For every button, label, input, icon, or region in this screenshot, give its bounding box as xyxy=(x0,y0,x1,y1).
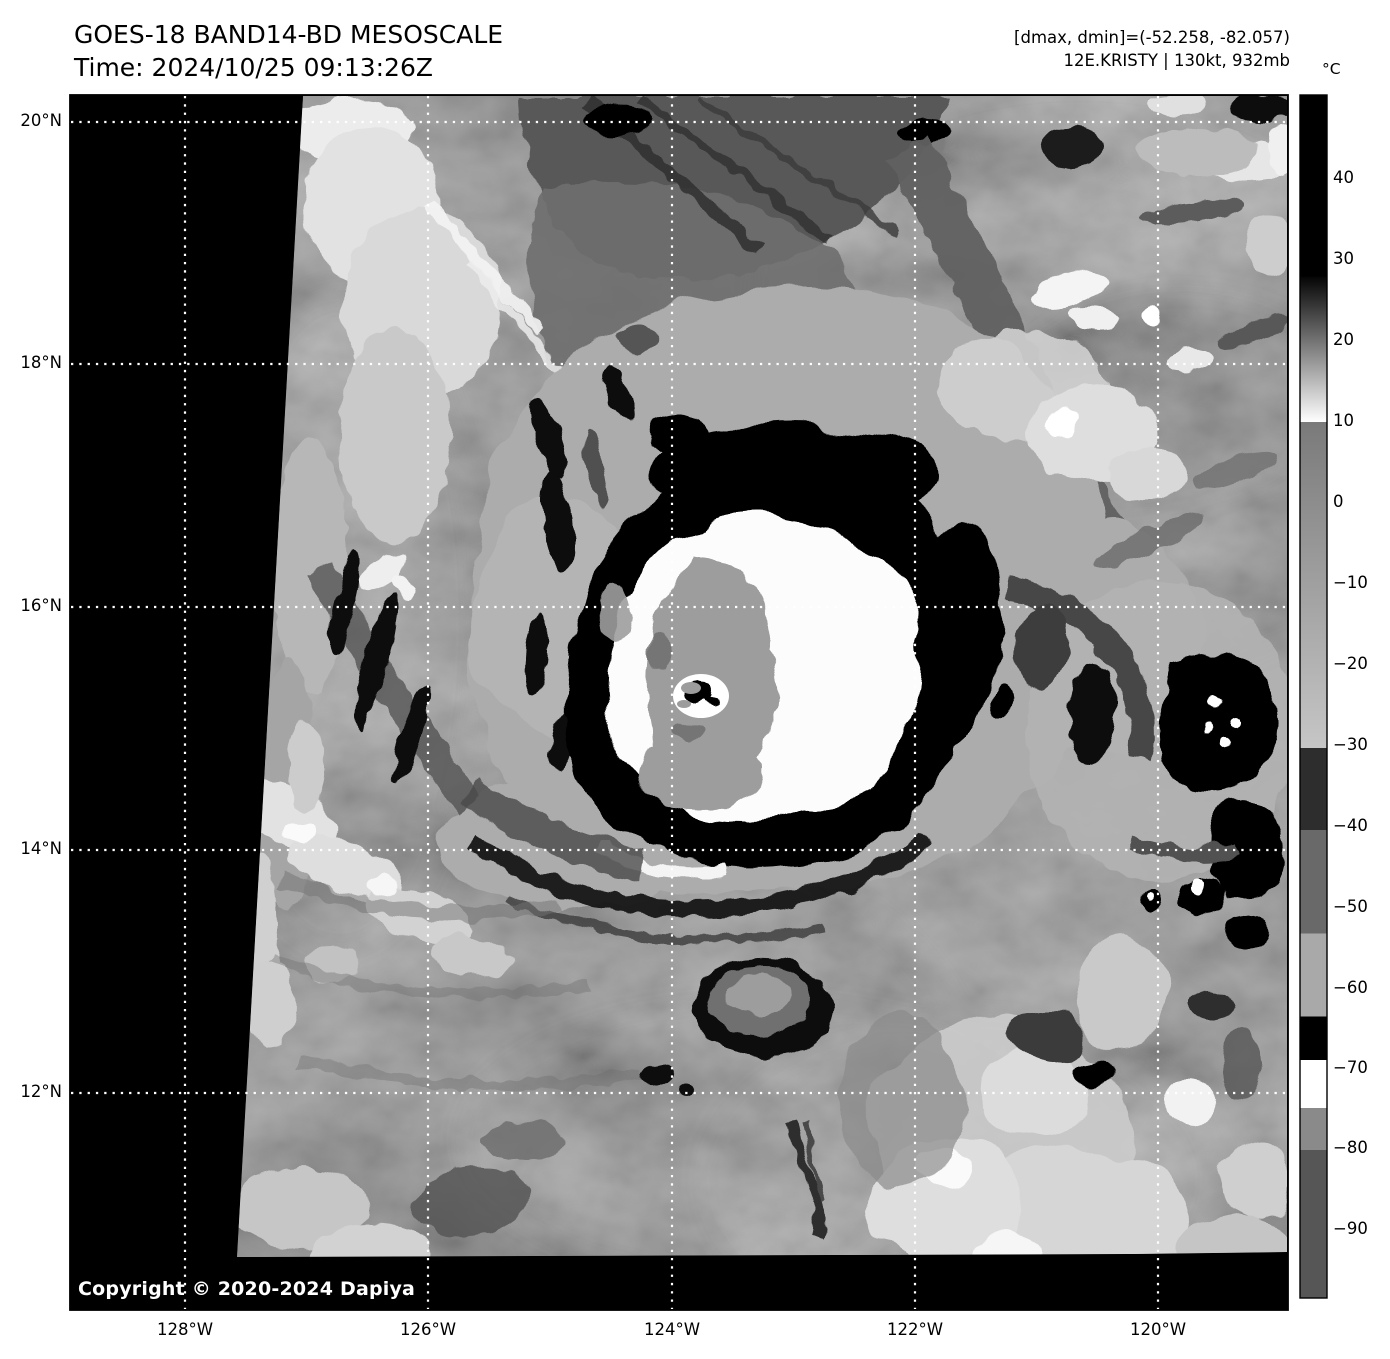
lon-tick-label: 124°W xyxy=(643,1320,701,1339)
east-convective-cluster xyxy=(1005,576,1287,949)
southeast-bright-field xyxy=(840,934,1287,1257)
header: GOES-18 BAND14-BD MESOSCALE Time: 2024/10… xyxy=(74,18,503,84)
lat-tick-label: 18°N xyxy=(20,353,62,372)
colorbar-tick-label: −50 xyxy=(1333,897,1368,916)
lon-tick-label: 126°W xyxy=(399,1320,457,1339)
hurricane-eye xyxy=(673,674,729,718)
lon-tick-label: 120°W xyxy=(1129,1320,1187,1339)
graticule xyxy=(71,96,1287,1309)
south-features xyxy=(237,873,834,1257)
colorbar-tick-label: −70 xyxy=(1333,1058,1368,1077)
colorbar-tick-label: −20 xyxy=(1333,654,1368,673)
colorbar-tick-label: 0 xyxy=(1333,492,1344,511)
northeast-cloud-field xyxy=(937,96,1287,567)
satellite-scene xyxy=(237,96,1287,1257)
colorbar-tick-label: −40 xyxy=(1333,816,1368,835)
lat-tick-label: 16°N xyxy=(20,596,62,615)
colorbar-tick-label: 20 xyxy=(1333,330,1354,349)
colorbar-tick-label: 10 xyxy=(1333,411,1354,430)
lon-tick-label: 122°W xyxy=(886,1320,944,1339)
colorbar-tick-label: −80 xyxy=(1333,1138,1368,1157)
lon-tick-label: 128°W xyxy=(156,1320,214,1339)
colorbar-tick-label: −90 xyxy=(1333,1219,1368,1238)
lat-tick-label: 20°N xyxy=(20,111,62,130)
lat-tick-label: 14°N xyxy=(20,839,62,858)
colorbar-tick-label: 30 xyxy=(1333,249,1354,268)
map-area xyxy=(71,96,1287,1309)
colorbar-tick-label: −30 xyxy=(1333,735,1368,754)
dmax-dmin-label: [dmax, dmin]=(-52.258, -82.057) xyxy=(1014,28,1290,47)
colorbar-tick-label: −60 xyxy=(1333,978,1368,997)
lat-tick-label: 12°N xyxy=(20,1082,62,1101)
annotation-block: [dmax, dmin]=(-52.258, -82.057) 12E.KRIST… xyxy=(1014,26,1290,72)
colorbar-tick-label: −10 xyxy=(1333,573,1368,592)
colorbar xyxy=(1299,94,1328,1299)
west-spiral-filaments xyxy=(306,324,708,815)
colorbar-tick-label: 40 xyxy=(1333,168,1354,187)
map-frame xyxy=(69,94,1289,1311)
storm-info-label: 12E.KRISTY | 130kt, 932mb xyxy=(1063,51,1290,70)
time-label: Time: 2024/10/25 09:13:26Z xyxy=(74,53,433,82)
page-title: GOES-18 BAND14-BD MESOSCALE xyxy=(74,20,504,49)
copyright-label: Copyright © 2020-2024 Dapiya xyxy=(78,1278,416,1300)
colorbar-unit-label: °C xyxy=(1322,60,1341,78)
